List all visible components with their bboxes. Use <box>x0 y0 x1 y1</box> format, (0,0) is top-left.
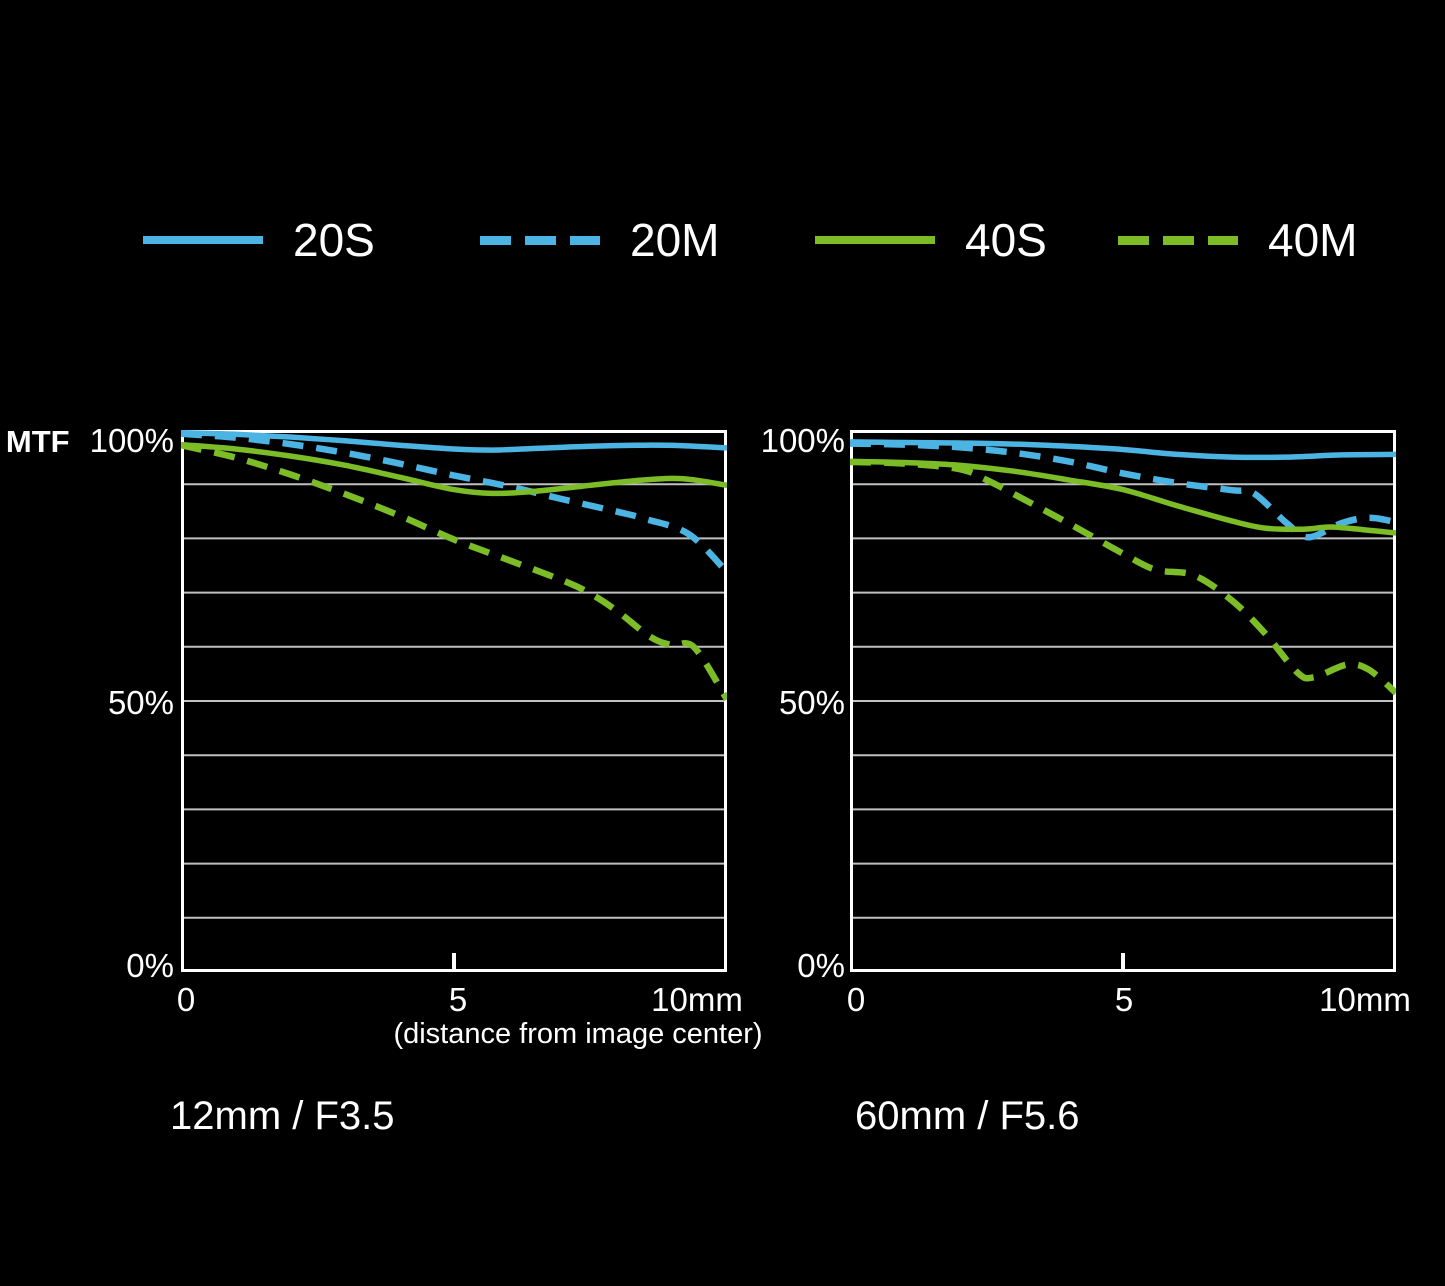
plot-svg <box>181 430 727 972</box>
plot-frame <box>181 430 727 972</box>
mtf-plot-12mm <box>181 430 727 972</box>
legend-item-40s: 40S <box>815 210 1047 270</box>
x-tick-0: 0 <box>846 981 866 1018</box>
line-swatch-solid-blue-icon <box>143 236 263 244</box>
y-tick-100: 100% <box>89 422 174 459</box>
y-tick-0: 0% <box>797 947 845 984</box>
x-axis-caption: (distance from image center) <box>393 1018 763 1050</box>
y-tick-100: 100% <box>760 422 845 459</box>
y-tick-50: 50% <box>107 684 174 721</box>
chart-title-left: 12mm / F3.5 <box>170 1094 395 1138</box>
plot-svg <box>850 430 1396 972</box>
y-axis-label-row: MTF 100% <box>6 422 174 459</box>
legend-label: 40S <box>965 214 1047 266</box>
curve-20m <box>850 440 1396 541</box>
y-tick-50: 50% <box>778 684 845 721</box>
line-swatch-dashed-green-icon <box>1118 235 1238 245</box>
x-tick-0: 0 <box>176 981 196 1018</box>
legend-label: 20M <box>630 214 720 266</box>
mtf-plot-60mm <box>850 430 1396 972</box>
mtf-axis-title: MTF <box>5 424 70 459</box>
legend-item-20s: 20S <box>143 210 375 270</box>
x-tick-10mm: 10mm <box>1319 981 1411 1018</box>
x-tick-10mm: 10mm <box>651 981 743 1018</box>
line-swatch-dashed-blue-icon <box>480 235 600 245</box>
curve-40m <box>850 458 1396 696</box>
curve-20m <box>181 430 727 575</box>
legend-item-40m: 40M <box>1118 210 1357 270</box>
curve-40s <box>181 441 727 497</box>
chart-title-right: 60mm / F5.6 <box>855 1094 1080 1138</box>
line-swatch-solid-green-icon <box>815 236 935 244</box>
curve-20s <box>850 439 1396 461</box>
plot-frame <box>850 430 1396 972</box>
curve-40m <box>181 442 727 702</box>
curve-40s <box>850 458 1396 536</box>
legend-label: 40M <box>1268 214 1358 266</box>
y-tick-0: 0% <box>126 947 174 984</box>
legend-item-20m: 20M <box>480 210 719 270</box>
x-tick-5: 5 <box>1114 981 1134 1018</box>
x-tick-5: 5 <box>448 981 468 1018</box>
legend-label: 20S <box>293 214 375 266</box>
curve-20s <box>181 430 727 453</box>
